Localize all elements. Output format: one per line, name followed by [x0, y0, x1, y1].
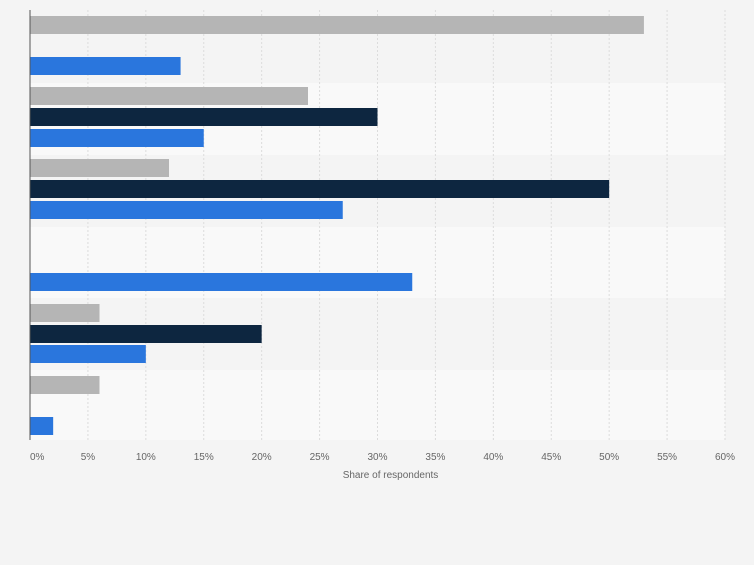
- x-tick-label: 5%: [81, 452, 96, 463]
- x-tick-label: 0%: [30, 452, 45, 463]
- x-tick-label: 45%: [541, 452, 561, 463]
- x-tick-label: 35%: [425, 452, 445, 463]
- bar: [30, 159, 169, 177]
- x-tick-label: 15%: [194, 452, 214, 463]
- bar: [30, 325, 262, 343]
- bar: [30, 129, 204, 147]
- bar: [30, 57, 181, 75]
- x-tick-label: 20%: [252, 452, 272, 463]
- x-tick-label: 10%: [136, 452, 156, 463]
- x-axis-title: Share of respondents: [343, 470, 439, 481]
- x-tick-label: 50%: [599, 452, 619, 463]
- x-tick-label: 30%: [367, 452, 387, 463]
- bar: [30, 273, 413, 291]
- x-tick-label: 60%: [715, 452, 735, 463]
- category-band: [30, 370, 725, 440]
- x-tick-label: 25%: [310, 452, 330, 463]
- bar: [30, 180, 610, 198]
- x-tick-label: 40%: [483, 452, 503, 463]
- bar: [30, 87, 308, 105]
- bar: [30, 201, 343, 219]
- bar: [30, 108, 378, 126]
- bar: [30, 16, 644, 34]
- bar: [30, 417, 54, 435]
- bar: [30, 304, 100, 322]
- bar: [30, 376, 100, 394]
- bar: [30, 345, 146, 363]
- x-tick-label: 55%: [657, 452, 677, 463]
